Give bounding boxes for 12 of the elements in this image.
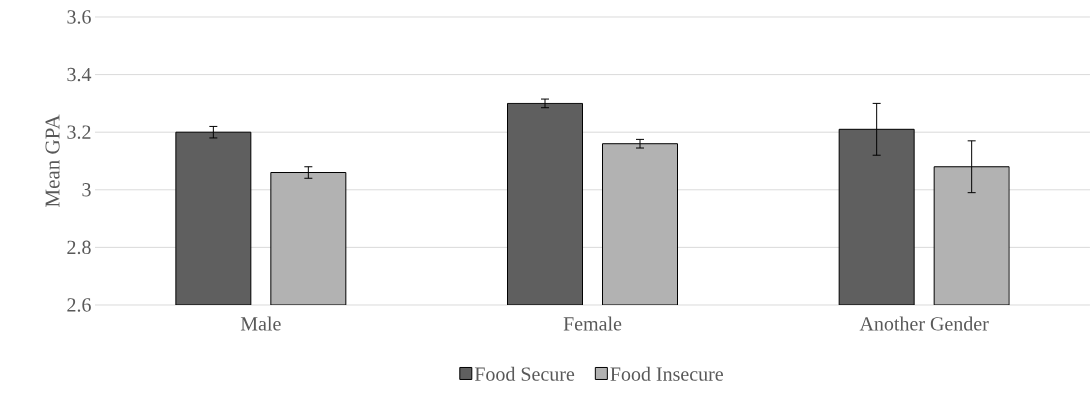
legend-label: Food Insecure: [610, 366, 723, 381]
y-tick-label: 2.6: [67, 298, 91, 312]
y-tick-label: 3: [82, 183, 91, 197]
x-tick-label: Female: [563, 316, 622, 331]
legend-label: Food Secure: [474, 366, 575, 381]
y-tick-label: 3.2: [67, 125, 91, 139]
y-tick-label: 2.8: [67, 240, 91, 255]
y-tick-label: 3.6: [67, 10, 91, 24]
y-tick-label: 3.4: [67, 67, 92, 82]
y-axis-title: Mean GPA: [45, 114, 60, 207]
x-tick-label: Male: [240, 316, 281, 331]
x-tick-label: Another Gender: [859, 316, 989, 331]
